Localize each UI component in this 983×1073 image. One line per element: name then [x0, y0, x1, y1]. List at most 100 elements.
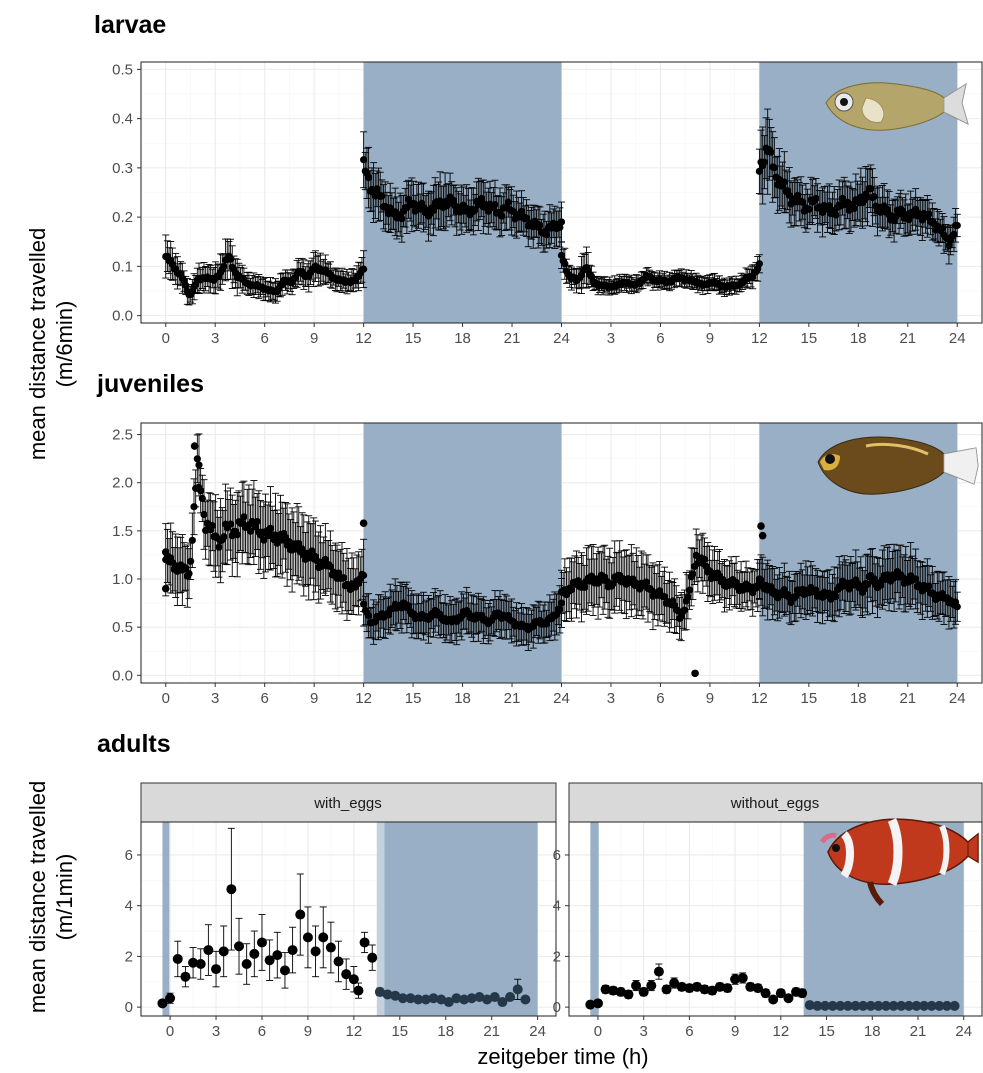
juveniles-point — [190, 442, 199, 450]
larvae-panel-border — [140, 61, 983, 324]
larvae-point — [755, 260, 763, 268]
larvae-x-tick-label: 15 — [405, 330, 422, 347]
adults-with-eggs-point — [451, 993, 462, 1004]
juveniles-point — [581, 583, 589, 591]
y-axis-title-top-line2: (m/6min) — [52, 301, 77, 388]
adults-with-eggs-x-tick-label: 6 — [258, 1023, 266, 1040]
adults-without-eggs-point — [730, 974, 741, 985]
juveniles-x-tick-label: 3 — [607, 690, 615, 707]
larvae-point — [536, 221, 544, 229]
juveniles-x-tick-label: 3 — [211, 690, 219, 707]
adults-without-eggs-point — [919, 1000, 930, 1011]
adults-with-eggs-point — [157, 998, 168, 1009]
adults-with-eggs-point — [359, 937, 370, 948]
adults-without-eggs-point — [783, 993, 794, 1004]
adults-with-eggs-y-tick-label: 0 — [125, 999, 133, 1016]
y-axis-title-top-line1: mean distance travelled — [25, 228, 50, 460]
adults-with-eggs-x-tick-label: 12 — [346, 1023, 363, 1040]
juveniles-points — [161, 433, 961, 678]
adults-with-eggs-point — [367, 952, 378, 963]
juveniles-y-tick-label: 1.5 — [112, 523, 133, 540]
larvae-point — [867, 185, 875, 193]
adults-without-eggs-x-tick-label: 24 — [955, 1023, 972, 1040]
adults-without-eggs-panel-border — [568, 821, 983, 1017]
adults-without-eggs-x-tick-label: 0 — [594, 1023, 602, 1040]
adults-with-eggs-y-tick-label: 6 — [125, 847, 133, 864]
larvae-y-tick-label: 0.4 — [112, 111, 133, 128]
juveniles-point — [680, 606, 689, 614]
adults-without-eggs-point — [934, 1000, 945, 1011]
adults-with-eggs-point — [420, 994, 431, 1005]
adults-with-eggs-point — [436, 994, 447, 1005]
larvae-point — [365, 173, 373, 182]
juveniles-x-tick-label: 6 — [261, 690, 269, 707]
juveniles-point — [195, 461, 203, 469]
adults-without-eggs-x-tick-label: 9 — [731, 1023, 739, 1040]
adults-with-eggs-x-tick-label: 9 — [304, 1023, 312, 1040]
juveniles-x-tick-label: 18 — [850, 690, 867, 707]
adults-with-eggs-point — [353, 985, 364, 996]
juveniles-y-tick-label: 0.0 — [112, 667, 133, 684]
larvae-x-tick-label: 15 — [801, 330, 818, 347]
juveniles-point — [161, 584, 170, 593]
larvae-point — [770, 164, 778, 172]
adults-with-eggs-point — [295, 909, 306, 920]
adults-with-eggs-point — [443, 997, 454, 1008]
juveniles-point — [200, 510, 208, 519]
panel-title-juveniles: juveniles — [96, 370, 204, 398]
adults-with-eggs-point — [474, 991, 485, 1002]
juvenile-fish-image — [817, 436, 979, 495]
adults-with-eggs-x-tick-label: 0 — [166, 1023, 174, 1040]
juveniles-point — [233, 531, 241, 539]
adults-without-eggs-point — [949, 1000, 960, 1011]
adults-with-eggs-point — [520, 994, 531, 1005]
adults-without-eggs-point — [768, 994, 779, 1005]
juveniles-point — [266, 524, 275, 532]
juveniles-x-tick-label: 21 — [504, 690, 521, 707]
juveniles-point — [240, 513, 248, 521]
adults-without-eggs-point — [585, 999, 596, 1010]
adults-with-eggs-dark-period — [381, 822, 538, 1016]
adults-with-eggs-point — [390, 990, 401, 1001]
larvae-y-tick-label: 0.0 — [112, 308, 133, 325]
adults-without-eggs-point — [926, 1000, 937, 1011]
juveniles-y-tick-label: 0.5 — [112, 619, 133, 636]
adults-without-eggs-point — [661, 984, 672, 995]
juveniles-y-tick-label: 2.0 — [112, 475, 133, 492]
adults-with-eggs-point — [497, 997, 508, 1008]
larvae-point — [812, 194, 820, 203]
larvae-point — [220, 262, 228, 271]
juveniles-point — [188, 536, 196, 544]
adults-with-eggs-point — [466, 993, 477, 1004]
juveniles-x-tick-label: 0 — [162, 690, 170, 707]
juveniles-point — [360, 571, 368, 579]
adults-without-eggs-y-tick-label: 6 — [553, 847, 561, 864]
larvae-point — [522, 214, 531, 222]
juveniles-point — [567, 586, 576, 594]
adults-without-eggs-point — [653, 966, 664, 977]
adults-with-eggs-point — [195, 959, 206, 970]
y-axis-title-bottom-line1: mean distance travelled — [25, 781, 50, 1013]
larvae-point — [925, 210, 933, 218]
juveniles-point — [161, 548, 170, 556]
adults-with-eggs-point — [325, 942, 336, 953]
larvae-x-tick-label: 18 — [850, 330, 867, 347]
adults-with-eggs-point — [218, 946, 229, 957]
larvae-point — [542, 231, 551, 239]
adults-with-eggs-point — [512, 984, 523, 995]
juveniles-point — [642, 578, 650, 586]
larvae-point — [832, 211, 840, 219]
adults-with-eggs-point — [333, 956, 344, 967]
larvae-point — [360, 156, 368, 164]
y-axis-title-bottom-line2: (m/1min) — [52, 854, 77, 941]
juveniles-y-tick-label: 2.5 — [112, 427, 133, 444]
adults-with-eggs-dark-transition — [376, 822, 385, 1016]
adults-without-eggs-point — [615, 986, 626, 997]
adults-with-eggs-point — [180, 971, 191, 982]
larvae-x-tick-label: 0 — [162, 330, 170, 347]
larvae-point — [850, 204, 858, 213]
adults-with-eggs-x-tick-label: 21 — [483, 1023, 500, 1040]
juveniles-x-tick-label: 21 — [899, 690, 916, 707]
adults-with-eggs-point — [203, 945, 214, 956]
juveniles-x-tick-label: 6 — [656, 690, 664, 707]
